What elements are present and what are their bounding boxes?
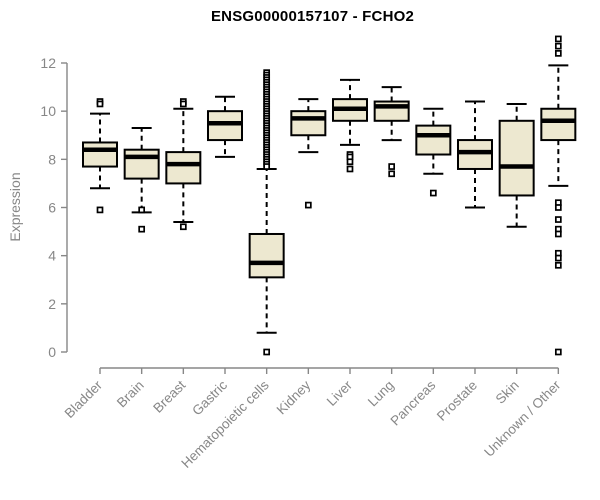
box-prostate [456, 100, 493, 209]
x-tick-label-bladder: Bladder [62, 377, 106, 421]
box-lung [373, 86, 410, 178]
outlier-point [554, 254, 562, 262]
x-tick-label-gastric: Gastric [189, 377, 230, 418]
outlier-point [388, 163, 396, 170]
iqr-box [498, 119, 535, 197]
outlier-point [96, 206, 104, 214]
box-liver [331, 78, 368, 173]
x-tick-label-breast: Breast [150, 377, 188, 415]
x-tick-label-kidney: Kidney [274, 377, 314, 417]
outlier-point [554, 230, 562, 238]
outlier-point [96, 100, 104, 108]
outlier-point [554, 216, 562, 223]
box-kidney [290, 98, 327, 209]
outlier-point [179, 223, 187, 231]
outlier-point [429, 189, 437, 197]
y-axis-title: Expression [7, 172, 23, 242]
outlier-point [388, 170, 396, 178]
iqr-box [540, 107, 577, 142]
iqr-box [206, 110, 243, 142]
x-tick-label-liver: Liver [324, 377, 356, 409]
iqr-box [415, 124, 452, 156]
y-tick-label: 2 [48, 296, 56, 312]
iqr-box [248, 232, 285, 279]
box-skin [498, 102, 535, 228]
x-tick-label-brain: Brain [114, 378, 147, 411]
iqr-box [456, 139, 493, 170]
x-tick-label-skin: Skin [493, 378, 522, 407]
outlier-point [554, 348, 562, 356]
y-tick-label: 8 [48, 151, 56, 167]
outlier-point [554, 261, 562, 269]
outlier-point [554, 35, 562, 43]
iqr-box [82, 141, 118, 168]
outlier-point [179, 100, 187, 108]
box-gastric [206, 95, 243, 158]
y-tick-label: 0 [48, 344, 56, 360]
y-tick-label: 12 [40, 55, 56, 71]
x-tick-label-pancreas: Pancreas [388, 377, 439, 428]
outlier-point [554, 204, 562, 211]
x-tick-label-prostate: Prostate [434, 378, 480, 424]
box-brain [123, 127, 160, 233]
box-pancreas [415, 107, 452, 197]
box-hematopoietic-cells [248, 69, 285, 356]
y-tick-label: 6 [48, 200, 56, 216]
outlier-point [554, 50, 562, 57]
outlier-point [346, 165, 354, 173]
iqr-box [123, 148, 160, 180]
y-tick-label: 10 [40, 103, 56, 119]
x-tick-label-lung: Lung [365, 378, 397, 410]
outlier-point [138, 225, 146, 233]
x-tick-label-unknown-other: Unknown / Other [481, 377, 564, 460]
y-tick-label: 4 [48, 248, 56, 264]
outlier-point [304, 201, 312, 209]
box-bladder [82, 98, 118, 214]
outlier-point [263, 163, 271, 170]
outlier-point [263, 348, 271, 356]
outlier-point [346, 158, 354, 166]
outlier-point [138, 206, 146, 214]
box-breast [165, 98, 202, 231]
box-unknown-other [540, 35, 577, 356]
chart-title: ENSG00000157107 - FCHO2 [210, 8, 415, 25]
iqr-box [290, 110, 327, 137]
iqr-box [165, 151, 202, 185]
outlier-point [554, 42, 562, 50]
